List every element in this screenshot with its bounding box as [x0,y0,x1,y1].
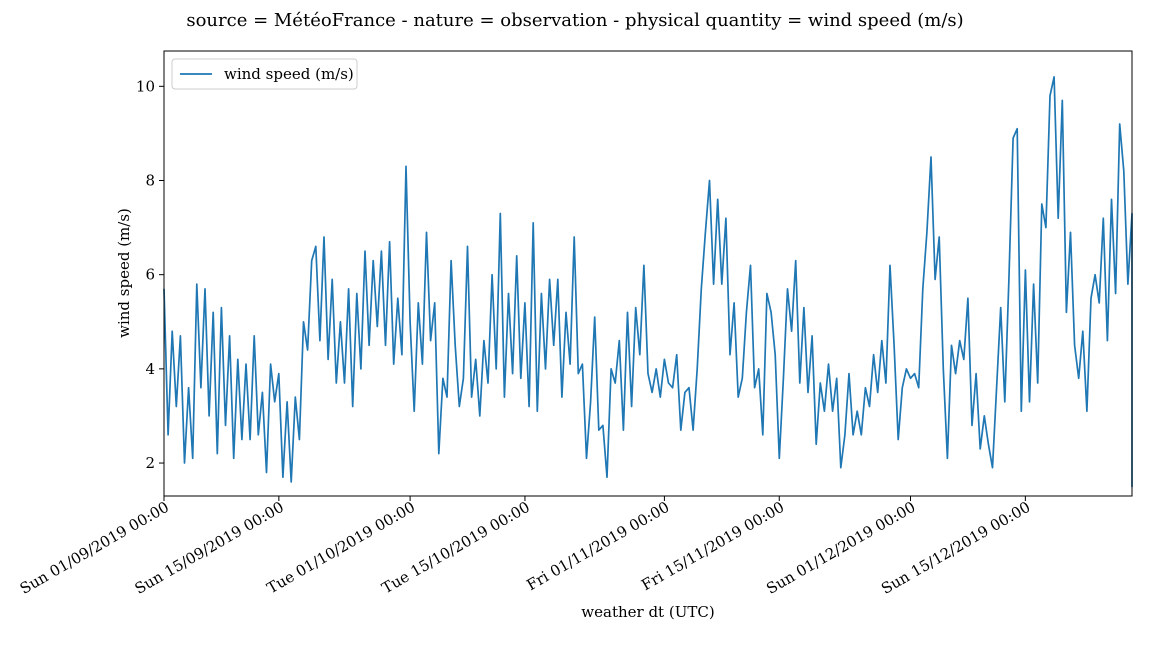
y-tick-label: 10 [136,77,155,95]
y-tick-label: 2 [145,454,155,472]
plot-area-frame [163,50,1133,497]
y-tick-label: 4 [145,360,155,378]
y-tick-label: 8 [145,171,155,189]
y-axis-label: wind speed (m/s) [115,208,133,338]
wind-speed-series-line [163,76,1133,488]
y-axis-ticks: 2 4 6 8 10 [136,77,164,472]
x-axis-label: weather dt (UTC) [581,603,714,621]
y-tick-label: 6 [145,266,155,284]
legend: wind speed (m/s) [171,58,358,90]
chart-title: source = MétéoFrance - nature = observat… [186,10,964,31]
legend-label: wind speed (m/s) [224,65,354,83]
legend-box [171,58,358,90]
